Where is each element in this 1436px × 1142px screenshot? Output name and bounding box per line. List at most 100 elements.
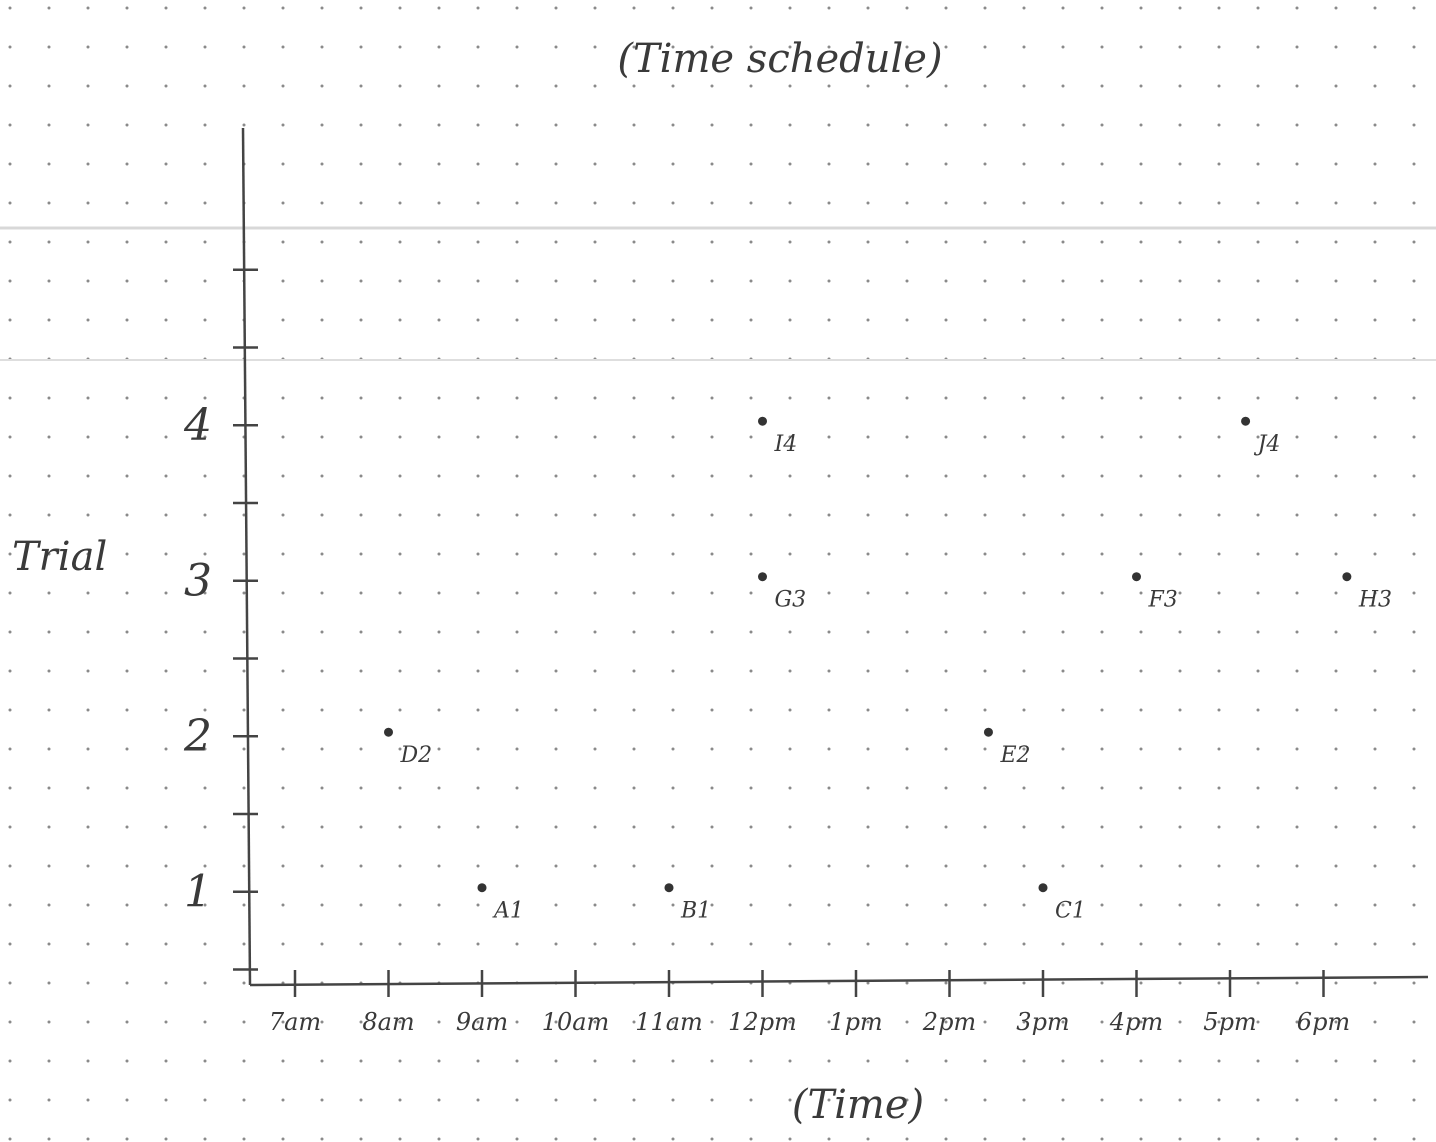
grid-dot — [242, 591, 246, 595]
grid-dot — [1295, 942, 1299, 946]
grid-dot — [1061, 552, 1065, 556]
grid-dot — [1139, 786, 1143, 790]
grid-dot — [125, 123, 129, 127]
x-tick-label: 3pm — [1016, 1008, 1069, 1036]
grid-dot — [1256, 552, 1260, 556]
x-axis-ticks: 7am 8am 9am 10am 11am 12pm 1pm 2pm 3pm 4pm 5pm 6pm — [269, 970, 1350, 1036]
grid-dot — [866, 669, 870, 673]
grid-dot — [1373, 747, 1377, 751]
grid-dot — [671, 708, 675, 712]
grid-dot — [944, 1059, 948, 1063]
grid-dot — [983, 708, 987, 712]
grid-dot — [1217, 435, 1221, 439]
grid-dot — [1295, 864, 1299, 868]
grid-dot — [398, 942, 402, 946]
grid-dot — [710, 1020, 714, 1024]
grid-dot — [1217, 747, 1221, 751]
grid-dot — [944, 1098, 948, 1102]
grid-dot — [8, 1137, 12, 1141]
grid-dot — [8, 786, 12, 790]
grid-dot — [1061, 279, 1065, 283]
grid-dot — [827, 591, 831, 595]
grid-dot — [1061, 201, 1065, 205]
grid-dot — [1178, 1059, 1182, 1063]
grid-dot — [8, 201, 12, 205]
grid-dot — [1334, 123, 1338, 127]
grid-dot — [1178, 474, 1182, 478]
grid-dot — [47, 45, 51, 49]
grid-dot — [125, 45, 129, 49]
grid-dot — [203, 318, 207, 322]
grid-dot — [788, 162, 792, 166]
grid-dot — [554, 708, 558, 712]
grid-dot — [1139, 513, 1143, 517]
grid-dot — [398, 591, 402, 595]
grid-dot — [1139, 669, 1143, 673]
grid-dot — [164, 84, 168, 88]
grid-dot — [983, 162, 987, 166]
grid-dot — [1412, 201, 1416, 205]
y-axis-minor-ticks — [233, 268, 258, 971]
grid-dot — [476, 1137, 480, 1141]
grid-dot — [671, 864, 675, 868]
grid-dot — [8, 318, 12, 322]
grid-dot — [866, 123, 870, 127]
grid-dot — [671, 201, 675, 205]
grid-dot — [827, 630, 831, 634]
grid-dot — [632, 1020, 636, 1024]
grid-dot — [515, 1098, 519, 1102]
grid-dot — [788, 435, 792, 439]
grid-dot — [593, 864, 597, 868]
grid-dot — [1295, 552, 1299, 556]
grid-dot — [398, 1059, 402, 1063]
grid-dot — [86, 552, 90, 556]
grid-dot — [320, 747, 324, 751]
grid-dot — [398, 747, 402, 751]
grid-dot — [359, 630, 363, 634]
grid-dot — [437, 552, 441, 556]
grid-dot — [320, 864, 324, 868]
grid-dot — [710, 1137, 714, 1141]
grid-dot — [1412, 279, 1416, 283]
grid-dot — [125, 1137, 129, 1141]
grid-dot — [827, 435, 831, 439]
grid-dot — [164, 942, 168, 946]
grid-dot — [671, 396, 675, 400]
grid-dot — [1256, 474, 1260, 478]
grid-dot — [476, 1098, 480, 1102]
grid-dot — [983, 201, 987, 205]
grid-dot — [1139, 162, 1143, 166]
grid-dot — [1061, 1059, 1065, 1063]
grid-dot — [125, 864, 129, 868]
grid-dot — [47, 84, 51, 88]
grid-dot — [593, 513, 597, 517]
grid-dot — [905, 123, 909, 127]
grid-dot — [437, 630, 441, 634]
grid-dot — [944, 6, 948, 10]
grid-dot — [1061, 630, 1065, 634]
grid-dot — [554, 1020, 558, 1024]
grid-dot — [749, 396, 753, 400]
grid-dot — [632, 747, 636, 751]
grid-dot — [242, 942, 246, 946]
grid-dot — [47, 513, 51, 517]
grid-dot — [1295, 1137, 1299, 1141]
grid-dot — [398, 162, 402, 166]
grid-dot — [1256, 591, 1260, 595]
grid-dot — [1412, 1059, 1416, 1063]
grid-dot — [86, 201, 90, 205]
grid-dot — [1022, 747, 1026, 751]
grid-dot — [476, 903, 480, 907]
grid-dot — [710, 162, 714, 166]
grid-dot — [1412, 474, 1416, 478]
grid-dot — [320, 513, 324, 517]
grid-dot — [86, 396, 90, 400]
grid-dot — [1022, 318, 1026, 322]
grid-dot — [1217, 513, 1221, 517]
grid-dot — [827, 1020, 831, 1024]
grid-dot — [1178, 708, 1182, 712]
grid-dot — [164, 825, 168, 829]
grid-dot — [515, 1020, 519, 1024]
grid-dot — [905, 669, 909, 673]
grid-dot — [593, 84, 597, 88]
